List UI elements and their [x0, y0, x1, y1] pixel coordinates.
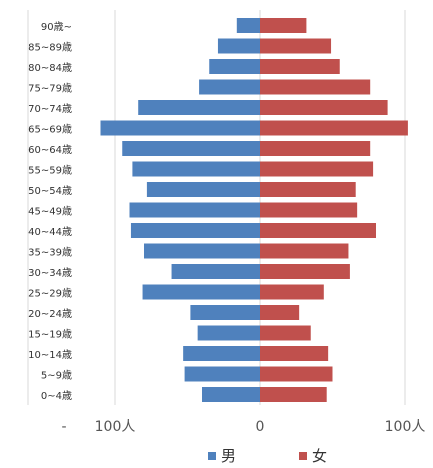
y-tick-label: 50~54歳: [28, 185, 72, 197]
y-tick-label: 0~4歳: [41, 390, 72, 402]
bar-female: [260, 284, 324, 300]
bar-male: [171, 264, 260, 279]
y-tick-label: 40~44歳: [28, 226, 72, 238]
bar-male: [146, 182, 260, 197]
bar-female: [260, 38, 332, 54]
bar-male: [209, 59, 260, 74]
y-tick-label: 60~64歳: [28, 144, 72, 156]
bar-male: [202, 387, 260, 402]
y-tick-label: 65~69歳: [28, 124, 72, 136]
bar-female: [260, 346, 329, 361]
bar-male: [100, 120, 260, 136]
bar-male: [197, 325, 260, 341]
bar-female: [260, 79, 371, 95]
x-tick-label: -: [61, 419, 66, 435]
y-tick-label: 55~59歳: [28, 165, 72, 177]
bar-male: [190, 305, 260, 320]
bar-female: [260, 161, 374, 177]
bar-male: [236, 18, 260, 33]
y-tick-label: 35~39歳: [28, 247, 72, 259]
bar-female: [260, 120, 408, 136]
bar-female: [260, 243, 349, 259]
y-tick-label: 10~14歳: [28, 349, 72, 361]
legend-swatch-female: [299, 452, 307, 460]
bar-male: [217, 38, 260, 54]
y-tick-label: 5~9歳: [41, 370, 72, 382]
y-tick-label: 25~29歳: [28, 288, 72, 300]
bar-male: [122, 141, 260, 156]
x-tick-labels: - 100人 0 100人: [61, 419, 425, 435]
bar-male: [142, 284, 260, 300]
bar-female: [260, 325, 311, 341]
legend-label-female: 女: [312, 447, 327, 465]
legend: 男 女: [208, 447, 327, 465]
bar-male: [138, 100, 260, 115]
bar-male: [130, 223, 260, 238]
y-tick-label: 75~79歳: [28, 83, 72, 95]
bar-female: [260, 141, 371, 156]
x-tick-label: 100人: [385, 419, 426, 435]
bar-female: [260, 366, 333, 382]
y-tick-label: 30~34歳: [28, 267, 72, 279]
bar-female: [260, 223, 376, 238]
bar-female: [260, 18, 307, 33]
bar-female: [260, 387, 327, 402]
bars: [100, 18, 408, 402]
bar-female: [260, 305, 300, 320]
bar-male: [184, 366, 260, 382]
y-tick-label: 80~84歳: [28, 62, 72, 74]
y-tick-label: 15~19歳: [28, 329, 72, 341]
y-tick-labels: 0~4歳 5~9歳 10~14歳 15~19歳 20~24歳 25~29歳 30~34歳 35…: [28, 21, 72, 402]
x-tick-label: 100人: [95, 419, 136, 435]
bar-male: [132, 161, 260, 177]
bar-male: [199, 79, 260, 95]
y-tick-label: 70~74歳: [28, 103, 72, 115]
y-tick-label: 90歳~: [41, 21, 72, 33]
bar-female: [260, 182, 356, 197]
bar-male: [129, 202, 260, 218]
bar-female: [260, 264, 350, 279]
x-tick-label: 0: [256, 419, 265, 435]
y-tick-label: 20~24歳: [28, 308, 72, 320]
bar-male: [144, 243, 260, 259]
bar-female: [260, 100, 388, 115]
legend-swatch-male: [208, 452, 216, 460]
bar-female: [260, 202, 358, 218]
y-tick-label: 85~89歳: [28, 42, 72, 54]
legend-label-male: 男: [221, 447, 236, 465]
bar-female: [260, 59, 340, 74]
bar-male: [183, 346, 260, 361]
y-tick-label: 45~49歳: [28, 206, 72, 218]
